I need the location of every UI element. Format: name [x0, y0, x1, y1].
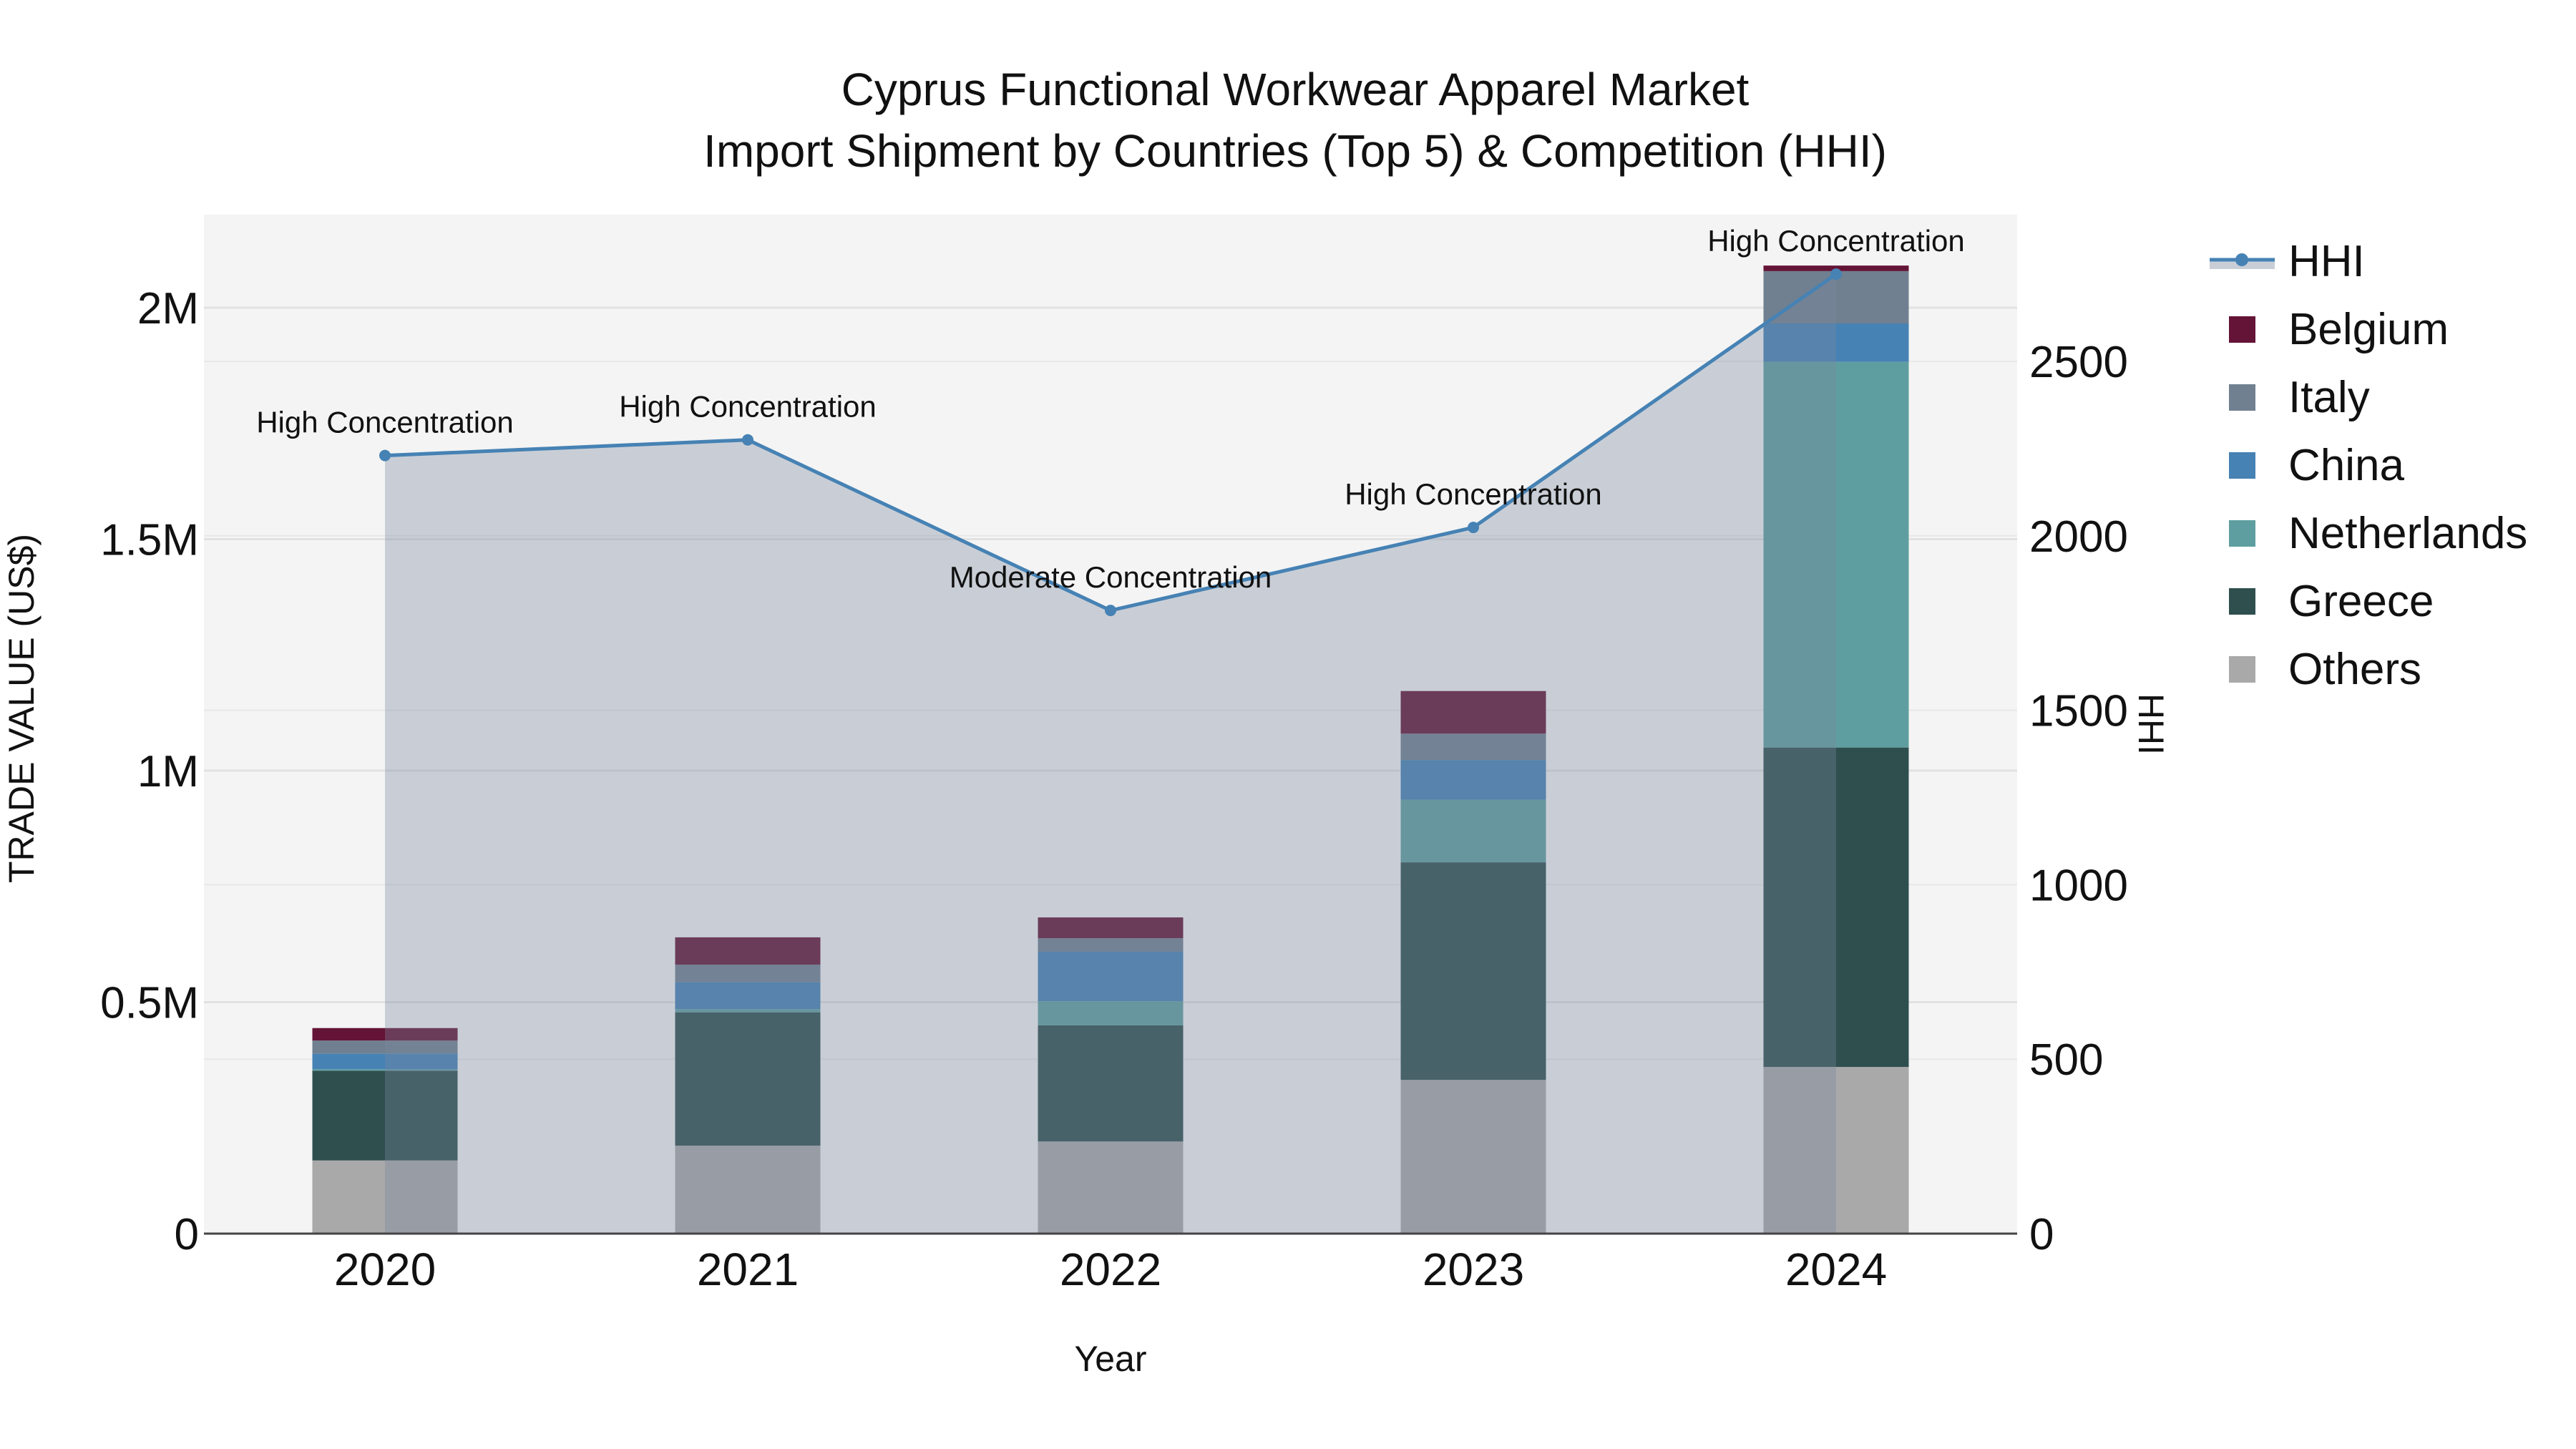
- y-left-tick-label: 1M: [137, 747, 199, 796]
- line-marker-icon: [2210, 253, 2275, 269]
- bar-segment-netherlands[interactable]: [675, 1009, 821, 1013]
- y-right-tick-label: 2000: [2029, 512, 2128, 562]
- hhi-point-2022[interactable]: [1105, 605, 1116, 617]
- annotations: High Concentration High Concentration Mode…: [256, 224, 1965, 594]
- legend-item-others[interactable]: Others: [2204, 637, 2576, 701]
- color-swatch-icon: [2229, 655, 2255, 683]
- hhi-area-fill: [385, 274, 1836, 1234]
- legend-label: Netherlands: [2288, 508, 2528, 558]
- bar-segment-others[interactable]: [675, 1146, 821, 1234]
- legend-item-china[interactable]: China: [2204, 433, 2576, 497]
- y-right-tick-label: 0: [2029, 1210, 2054, 1259]
- hhi-point-2021[interactable]: [742, 434, 753, 446]
- bar-segment-china[interactable]: [1763, 323, 1909, 362]
- y-right-tick-label: 2500: [2029, 338, 2128, 387]
- hhi-line-series: [379, 268, 1842, 1234]
- legend-label: Others: [2288, 644, 2422, 694]
- bar-stack-2022: [1038, 917, 1184, 1234]
- legend-item-netherlands[interactable]: Netherlands: [2204, 501, 2576, 565]
- color-swatch-icon: [2229, 384, 2255, 411]
- bar-stack-2021: [675, 937, 821, 1234]
- bar-segment-china[interactable]: [1400, 760, 1546, 800]
- bar-segment-italy[interactable]: [675, 965, 821, 982]
- y-left-tick-label: 0: [175, 1210, 199, 1259]
- color-swatch-icon: [2229, 316, 2255, 343]
- bar-stack-2020: [312, 1028, 458, 1234]
- bar-segment-netherlands[interactable]: [1400, 799, 1546, 863]
- hhi-point-2024[interactable]: [1830, 268, 1842, 280]
- bar-segment-belgium[interactable]: [312, 1028, 458, 1041]
- bar-segment-others[interactable]: [312, 1160, 458, 1234]
- bar-segment-others[interactable]: [1038, 1141, 1184, 1234]
- bar-segment-others[interactable]: [1763, 1067, 1909, 1234]
- bar-segment-netherlands[interactable]: [1038, 1001, 1184, 1025]
- bar-segment-greece[interactable]: [1038, 1025, 1184, 1142]
- bar-segment-netherlands[interactable]: [312, 1069, 458, 1071]
- y-left-tick-label: 0.5M: [100, 979, 199, 1028]
- legend-item-hhi[interactable]: HHI: [2204, 229, 2576, 293]
- hhi-point-2020[interactable]: [379, 449, 391, 462]
- chart-title-line2: Import Shipment by Countries (Top 5) & C…: [703, 125, 1887, 177]
- bar-segment-belgium[interactable]: [1400, 691, 1546, 734]
- y-right-tick-label: 500: [2029, 1035, 2103, 1085]
- legend-item-belgium[interactable]: Belgium: [2204, 297, 2576, 361]
- bar-segment-belgium[interactable]: [1763, 265, 1909, 271]
- bar-segment-belgium[interactable]: [675, 937, 821, 965]
- color-swatch-icon: [2229, 587, 2255, 615]
- color-swatch-icon: [2229, 519, 2255, 547]
- bar-stack-2023: [1400, 691, 1546, 1234]
- legend-label: Italy: [2288, 372, 2370, 422]
- legend-label: HHI: [2288, 236, 2365, 286]
- y-left-axis-title: TRADE VALUE (US$): [1, 533, 42, 883]
- bar-stack-2024: [1763, 265, 1909, 1234]
- bar-segment-greece[interactable]: [1763, 747, 1909, 1068]
- bar-segment-others[interactable]: [1400, 1080, 1546, 1234]
- stacked-bars: [312, 265, 1909, 1234]
- bar-segment-belgium[interactable]: [1038, 917, 1184, 939]
- hhi-point-2023[interactable]: [1468, 522, 1479, 534]
- chart-title-line1: Cyprus Functional Workwear Apparel Marke…: [841, 64, 1750, 115]
- x-tick-label: 2023: [1423, 1244, 1524, 1295]
- concentration-annotation: High Concentration: [1707, 224, 1965, 258]
- bar-segment-italy[interactable]: [312, 1040, 458, 1054]
- y-left-tick-label: 2M: [137, 284, 199, 333]
- bar-segment-greece[interactable]: [312, 1070, 458, 1161]
- bar-segment-china[interactable]: [1038, 951, 1184, 1002]
- axis-ticks: 0 0.5M 1M 1.5M 2M 0 500 1000 1500 2000 2500 2020 202…: [100, 284, 2128, 1295]
- legend-item-greece[interactable]: Greece: [2204, 569, 2576, 633]
- bar-segment-italy[interactable]: [1038, 938, 1184, 952]
- legend-label: China: [2288, 440, 2404, 490]
- bar-segment-greece[interactable]: [1400, 862, 1546, 1080]
- legend-item-italy[interactable]: Italy: [2204, 365, 2576, 429]
- bar-segment-greece[interactable]: [675, 1012, 821, 1146]
- bar-segment-china[interactable]: [675, 982, 821, 1010]
- x-tick-label: 2020: [334, 1244, 436, 1295]
- concentration-annotation: Moderate Concentration: [950, 560, 1272, 594]
- x-axis-title: Year: [1074, 1339, 1147, 1379]
- legend-label: Greece: [2288, 576, 2434, 626]
- y-left-tick-label: 1.5M: [100, 516, 199, 565]
- y-right-tick-label: 1500: [2029, 687, 2128, 736]
- x-tick-label: 2024: [1785, 1244, 1887, 1295]
- concentration-annotation: High Concentration: [619, 390, 877, 424]
- concentration-annotation: High Concentration: [256, 406, 514, 439]
- bar-segment-china[interactable]: [312, 1053, 458, 1070]
- y-right-axis-title: HHI: [2131, 693, 2171, 756]
- bar-segment-netherlands[interactable]: [1763, 361, 1909, 748]
- color-swatch-icon: [2229, 452, 2255, 479]
- y-right-tick-label: 1000: [2029, 861, 2128, 910]
- x-tick-label: 2021: [697, 1244, 799, 1295]
- x-tick-label: 2022: [1060, 1244, 1161, 1295]
- bar-segment-italy[interactable]: [1400, 733, 1546, 761]
- legend-label: Belgium: [2288, 304, 2449, 354]
- concentration-annotation: High Concentration: [1345, 477, 1602, 511]
